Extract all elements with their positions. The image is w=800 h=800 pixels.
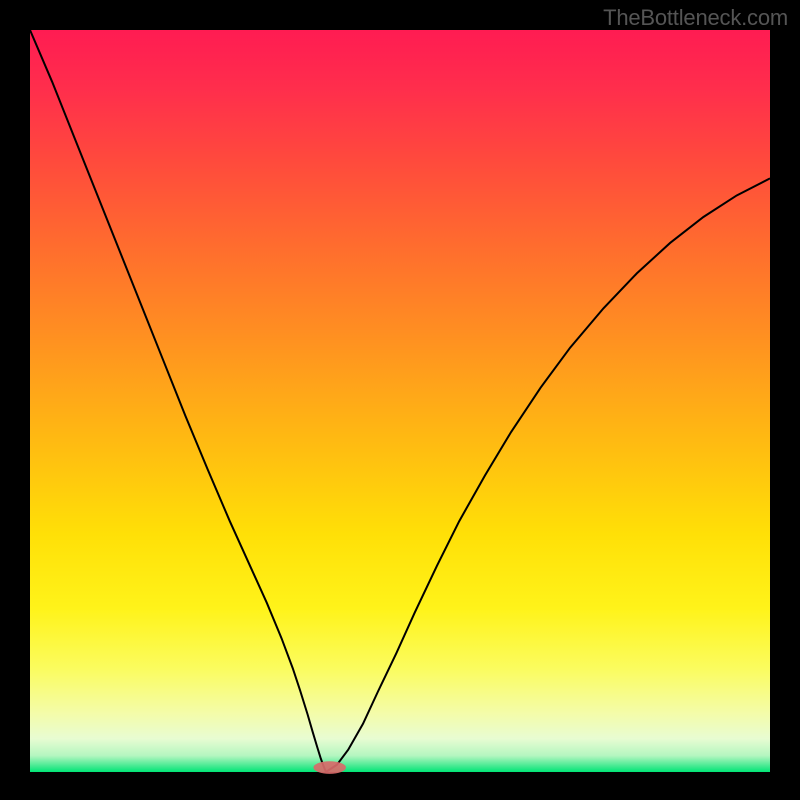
plot-background bbox=[30, 30, 770, 772]
bottleneck-chart bbox=[0, 0, 800, 800]
minimum-marker bbox=[313, 761, 346, 774]
canvas-container: TheBottleneck.com bbox=[0, 0, 800, 800]
attribution-text: TheBottleneck.com bbox=[603, 5, 788, 31]
